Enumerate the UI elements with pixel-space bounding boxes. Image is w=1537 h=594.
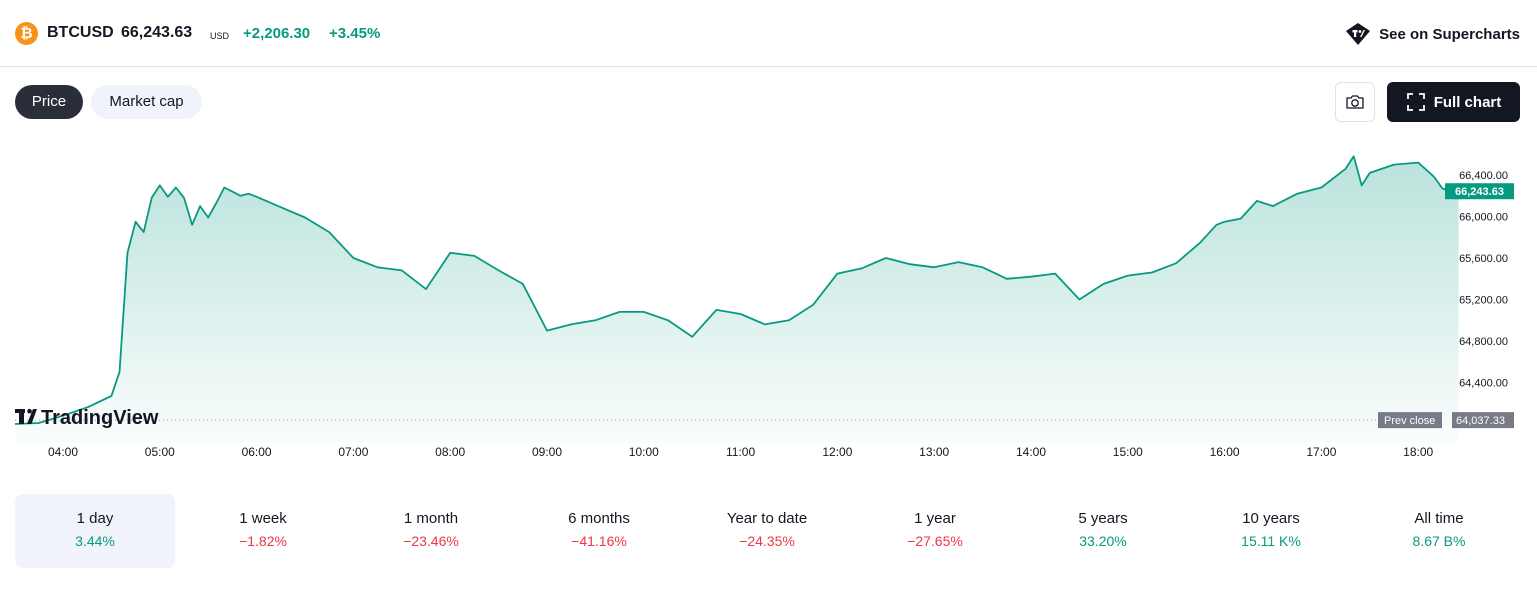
x-axis-tick-label: 04:00 bbox=[48, 445, 78, 459]
prev-close-tag: Prev close 64,037.33 bbox=[1378, 412, 1514, 429]
period-change: 15.11 K% bbox=[1241, 533, 1301, 549]
period-label: 5 years bbox=[1078, 510, 1128, 527]
x-axis-tick-label: 07:00 bbox=[338, 445, 368, 459]
period-tab[interactable]: 1 day 3.44% bbox=[15, 494, 175, 568]
camera-icon bbox=[1346, 95, 1364, 109]
see-on-supercharts-link[interactable]: See on Supercharts bbox=[1345, 20, 1520, 48]
period-label: 1 month bbox=[403, 510, 459, 527]
period-label: 1 year bbox=[914, 510, 956, 527]
price-change-absolute: +2,206.30 bbox=[243, 25, 311, 42]
period-label: All time bbox=[1414, 510, 1464, 527]
tradingview-logo-icon bbox=[15, 408, 37, 424]
y-axis-tick-label: 64,800.00 bbox=[1459, 336, 1508, 348]
period-change: 3.44% bbox=[75, 533, 115, 549]
prev-close-value: 64,037.33 bbox=[1456, 415, 1505, 427]
supercharts-label: See on Supercharts bbox=[1379, 25, 1520, 43]
x-axis-tick-label: 13:00 bbox=[919, 445, 949, 459]
last-price-tag-bg bbox=[1445, 183, 1514, 200]
tradingview-watermark: TradingView bbox=[15, 407, 159, 429]
period-label: Year to date bbox=[726, 510, 808, 527]
period-change: −41.16% bbox=[571, 533, 627, 549]
snapshot-button[interactable] bbox=[1335, 82, 1375, 122]
x-axis-tick-label: 17:00 bbox=[1306, 445, 1336, 459]
price-change-percent: +3.45% bbox=[329, 25, 381, 42]
x-axis-tick-label: 14:00 bbox=[1016, 445, 1046, 459]
y-axis-tick-label: 66,000.00 bbox=[1459, 212, 1508, 224]
last-price: 66,243.63 bbox=[121, 24, 193, 41]
x-axis-tick-label: 18:00 bbox=[1403, 445, 1433, 459]
x-axis-tick-label: 11:00 bbox=[726, 445, 755, 459]
last-price-tag: 66,243.63 bbox=[1445, 183, 1514, 200]
y-axis-tick-label: 65,600.00 bbox=[1459, 253, 1508, 265]
period-tab[interactable]: 6 months −41.16% bbox=[519, 494, 679, 568]
period-tab[interactable]: 1 week −1.82% bbox=[183, 494, 343, 568]
period-tab[interactable]: Year to date −24.35% bbox=[687, 494, 847, 568]
x-axis-tick-label: 15:00 bbox=[1113, 445, 1143, 459]
fullscreen-icon bbox=[1406, 93, 1425, 111]
y-axis-tick-label: 66,400.00 bbox=[1459, 170, 1508, 182]
period-label: 6 months bbox=[568, 510, 630, 527]
full-chart-label: Full chart bbox=[1433, 93, 1502, 111]
y-axis-tick-label: 64,400.00 bbox=[1459, 378, 1508, 390]
period-tab[interactable]: 5 years 33.20% bbox=[1023, 494, 1183, 568]
x-axis-tick-label: 05:00 bbox=[145, 445, 175, 459]
performance-periods: 1 day 3.44% 1 week −1.82% 1 month −23.46% 6 mo… bbox=[15, 494, 1523, 568]
price-line bbox=[14, 155, 1459, 425]
full-chart-button[interactable]: Full chart bbox=[1387, 82, 1520, 122]
period-label: 1 day bbox=[76, 510, 114, 527]
period-change: −24.35% bbox=[739, 533, 795, 549]
bitcoin-logo-icon: ₿ bbox=[15, 22, 38, 45]
prev-close-label: Prev close bbox=[1384, 415, 1435, 427]
period-tab[interactable]: 10 years 15.11 K% bbox=[1191, 494, 1351, 568]
period-label: 1 week bbox=[239, 510, 287, 527]
symbol-name: BTCUSD bbox=[47, 24, 114, 41]
last-price-tag-value: 66,243.63 bbox=[1455, 186, 1504, 198]
period-tab[interactable]: 1 month −23.46% bbox=[351, 494, 511, 568]
period-change: −1.82% bbox=[239, 533, 287, 549]
x-axis-tick-label: 12:00 bbox=[822, 445, 852, 459]
x-axis-tick-label: 16:00 bbox=[1210, 445, 1240, 459]
prev-close-label-bg bbox=[1378, 412, 1442, 429]
price-currency: USD bbox=[210, 31, 230, 41]
price-area-fill bbox=[15, 156, 1459, 443]
tradingview-wordmark: TradingView bbox=[41, 407, 159, 429]
symbol-header: ₿ BTCUSD 66,243.63 USD +2,206.30 +3.45% … bbox=[0, 0, 1537, 67]
period-tab[interactable]: All time 8.67 B% bbox=[1359, 494, 1519, 568]
price-chart[interactable]: 66,400.00 66,000.00 65,600.00 65,200.00 64,8… bbox=[0, 135, 1537, 465]
price-tab[interactable]: Price bbox=[15, 85, 83, 119]
market-cap-tab[interactable]: Market cap bbox=[91, 85, 202, 119]
x-axis-tick-label: 06:00 bbox=[242, 445, 272, 459]
period-change: 8.67 B% bbox=[1412, 533, 1466, 549]
y-axis-tick-label: 65,200.00 bbox=[1459, 295, 1508, 307]
period-change: −27.65% bbox=[907, 533, 963, 549]
period-label: 10 years bbox=[1242, 510, 1300, 527]
tradingview-badge-icon bbox=[1346, 23, 1371, 45]
x-axis-tick-label: 10:00 bbox=[629, 445, 659, 459]
prev-close-value-bg bbox=[1452, 412, 1514, 429]
period-change: 33.20% bbox=[1079, 533, 1127, 549]
x-axis-tick-label: 08:00 bbox=[435, 445, 465, 459]
period-change: −23.46% bbox=[403, 533, 459, 549]
x-axis-tick-label: 09:00 bbox=[532, 445, 562, 459]
period-tab[interactable]: 1 year −27.65% bbox=[855, 494, 1015, 568]
